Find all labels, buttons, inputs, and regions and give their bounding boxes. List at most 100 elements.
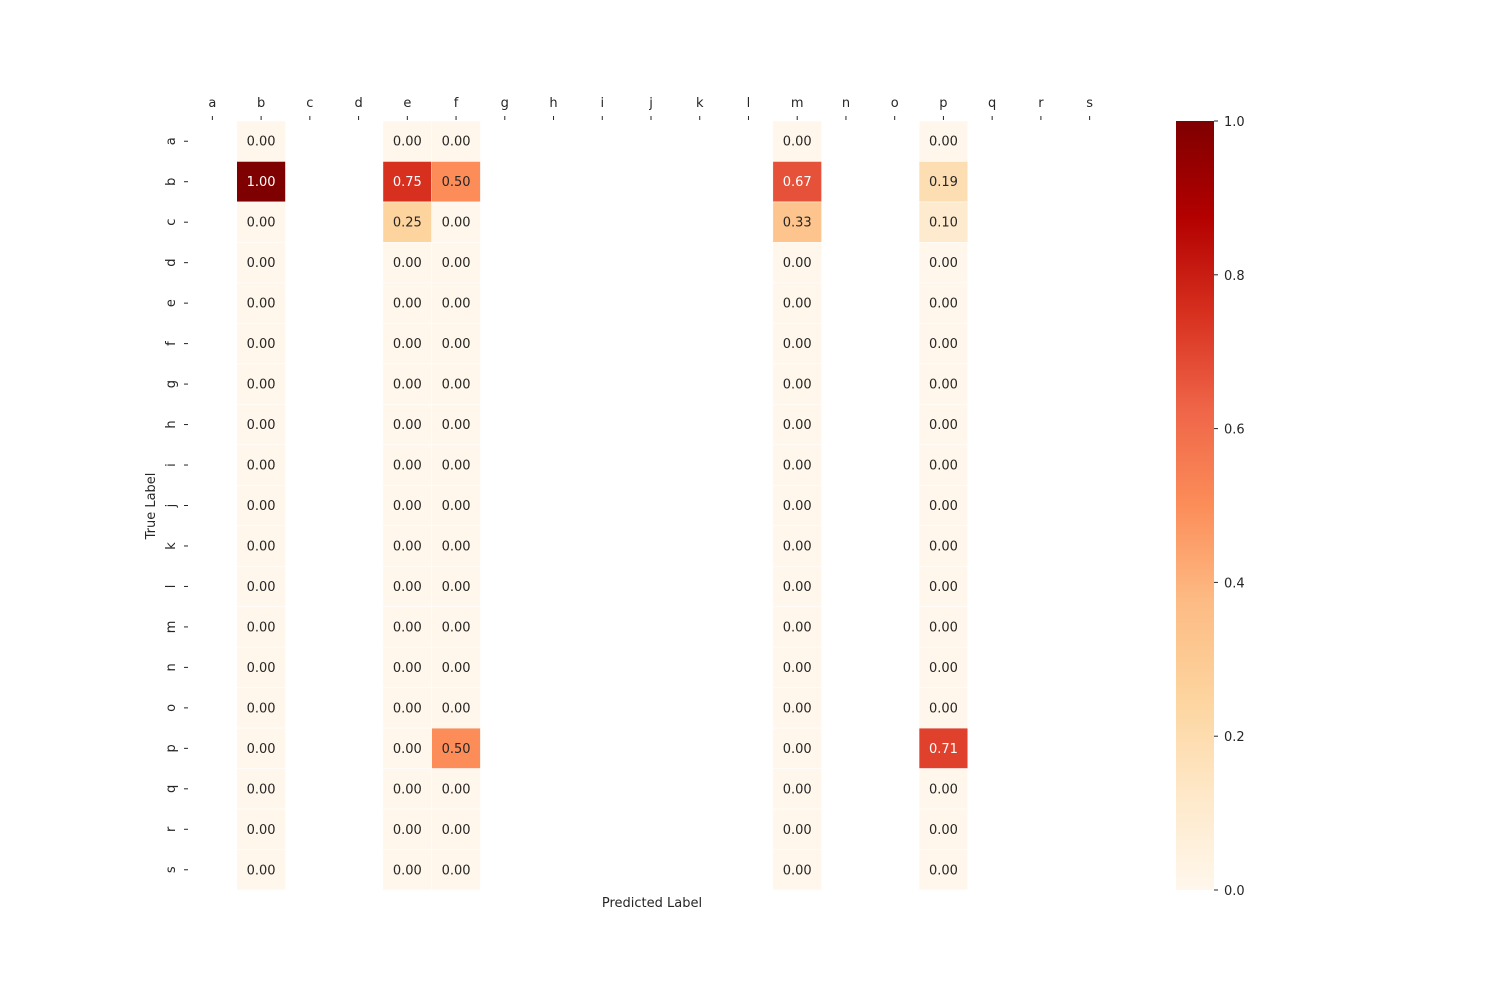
heatmap-cell	[772, 525, 822, 567]
x-tick-label: g	[501, 96, 509, 111]
cell-value-label: 0.33	[783, 216, 812, 231]
cell-value-label: 0.00	[929, 297, 958, 312]
cell-value-label: 0.00	[393, 459, 422, 474]
cell-value-label: 0.00	[247, 378, 276, 393]
cell-value-label: 0.00	[442, 216, 471, 231]
cell-value-label: 0.00	[442, 539, 471, 554]
heatmap-cell	[431, 727, 481, 769]
colorbar-tick-label: 0.2	[1224, 730, 1245, 745]
x-tick-label: c	[306, 96, 313, 111]
heatmap-cell	[236, 565, 286, 607]
heatmap-cell	[236, 849, 286, 891]
cell-value-label: 0.00	[247, 782, 276, 797]
heatmap-cell	[772, 565, 822, 607]
x-tick-label: e	[403, 96, 411, 111]
y-tick-label: r	[164, 826, 179, 832]
heatmap-cell	[382, 201, 432, 243]
cell-value-label: 0.00	[929, 418, 958, 433]
cell-value-label: 0.00	[929, 256, 958, 271]
heatmap-cell	[431, 849, 481, 891]
heatmap-cell	[236, 201, 286, 243]
heatmap-cell	[382, 565, 432, 607]
x-tick-label: k	[696, 96, 704, 111]
cell-value-label: 0.00	[393, 135, 422, 150]
heatmap-cell	[918, 282, 969, 324]
y-tick-label: b	[164, 178, 179, 186]
heatmap-cell	[918, 120, 969, 162]
cell-value-label: 0.00	[393, 256, 422, 271]
heatmap-cell	[772, 404, 822, 446]
cell-value-label: 0.00	[783, 297, 812, 312]
y-tick-label: m	[164, 621, 179, 634]
x-axis-ticks: a b c d e f g h i j k l m n o p q r s	[208, 96, 1093, 120]
cell-value-label: 0.00	[442, 418, 471, 433]
heatmap-cell	[382, 242, 432, 284]
x-tick-label: o	[891, 96, 899, 111]
y-axis-label: True Label	[144, 473, 159, 541]
heatmap-cell	[431, 323, 481, 365]
cell-value-label: 0.00	[247, 297, 276, 312]
cell-value-label: 0.00	[783, 620, 812, 635]
heatmap-cells: 0.00 1.00 0.00 0.00 0.00 0.00 0.00 0.00 0.00 0.00…	[236, 120, 969, 891]
colorbar-gradient	[1176, 121, 1214, 890]
heatmap-cell	[918, 323, 969, 365]
x-tick-label: r	[1038, 96, 1044, 111]
heatmap-cell	[918, 242, 969, 284]
cell-value-label: 0.00	[783, 418, 812, 433]
x-tick-label: q	[988, 96, 996, 111]
cell-value-label: 0.00	[247, 863, 276, 878]
cell-value-label: 0.00	[783, 539, 812, 554]
heatmap-cell	[772, 606, 822, 648]
heatmap-cell	[772, 687, 822, 729]
cell-value-label: 0.00	[442, 459, 471, 474]
cell-value-label: 0.10	[929, 216, 958, 231]
cell-value-label: 0.71	[929, 742, 958, 757]
x-tick-label: i	[600, 96, 604, 111]
cell-value-label: 0.00	[929, 863, 958, 878]
cell-value-label: 0.00	[442, 620, 471, 635]
cell-value-label: 0.00	[393, 863, 422, 878]
cell-value-label: 0.00	[929, 378, 958, 393]
heatmap-cell	[918, 485, 969, 526]
cell-value-label: 0.19	[929, 175, 958, 190]
heatmap-cell	[382, 727, 432, 769]
x-tick-label: s	[1086, 96, 1093, 111]
y-tick-label: j	[164, 504, 179, 509]
cell-value-label: 0.00	[783, 459, 812, 474]
heatmap-cell	[431, 565, 481, 607]
heatmap-cell	[236, 646, 286, 688]
colorbar-tick-label: 0.6	[1224, 423, 1245, 438]
cell-value-label: 0.00	[783, 661, 812, 676]
heatmap-cell	[918, 849, 969, 891]
cell-value-label: 0.00	[442, 661, 471, 676]
heatmap-cell	[918, 687, 969, 729]
y-tick-label: s	[164, 866, 179, 873]
heatmap-cell	[382, 485, 432, 526]
heatmap-cell	[918, 727, 969, 769]
y-tick-label: k	[164, 542, 179, 550]
y-tick-label: g	[164, 380, 179, 388]
cell-value-label: 0.00	[247, 418, 276, 433]
cell-value-label: 0.00	[442, 337, 471, 352]
heatmap-cell	[431, 161, 481, 203]
heatmap-cell	[236, 323, 286, 365]
heatmap-cell	[431, 444, 481, 486]
heatmap-cell	[382, 808, 432, 850]
y-tick-label: p	[164, 744, 179, 752]
heatmap-cell	[918, 444, 969, 486]
cell-value-label: 0.00	[393, 620, 422, 635]
heatmap-cell	[431, 525, 481, 567]
x-axis-label: Predicted Label	[602, 896, 702, 911]
heatmap-cell	[772, 161, 822, 203]
heatmap-cell	[382, 120, 432, 162]
heatmap-cell	[382, 849, 432, 891]
cell-value-label: 0.00	[393, 782, 422, 797]
heatmap-cell	[918, 404, 969, 446]
cell-value-label: 0.00	[442, 256, 471, 271]
heatmap-cell	[236, 485, 286, 526]
heatmap-cell	[382, 444, 432, 486]
x-tick-label: a	[208, 96, 216, 111]
cell-value-label: 0.00	[783, 701, 812, 716]
heatmap-cell	[236, 282, 286, 324]
heatmap-cell	[772, 242, 822, 284]
